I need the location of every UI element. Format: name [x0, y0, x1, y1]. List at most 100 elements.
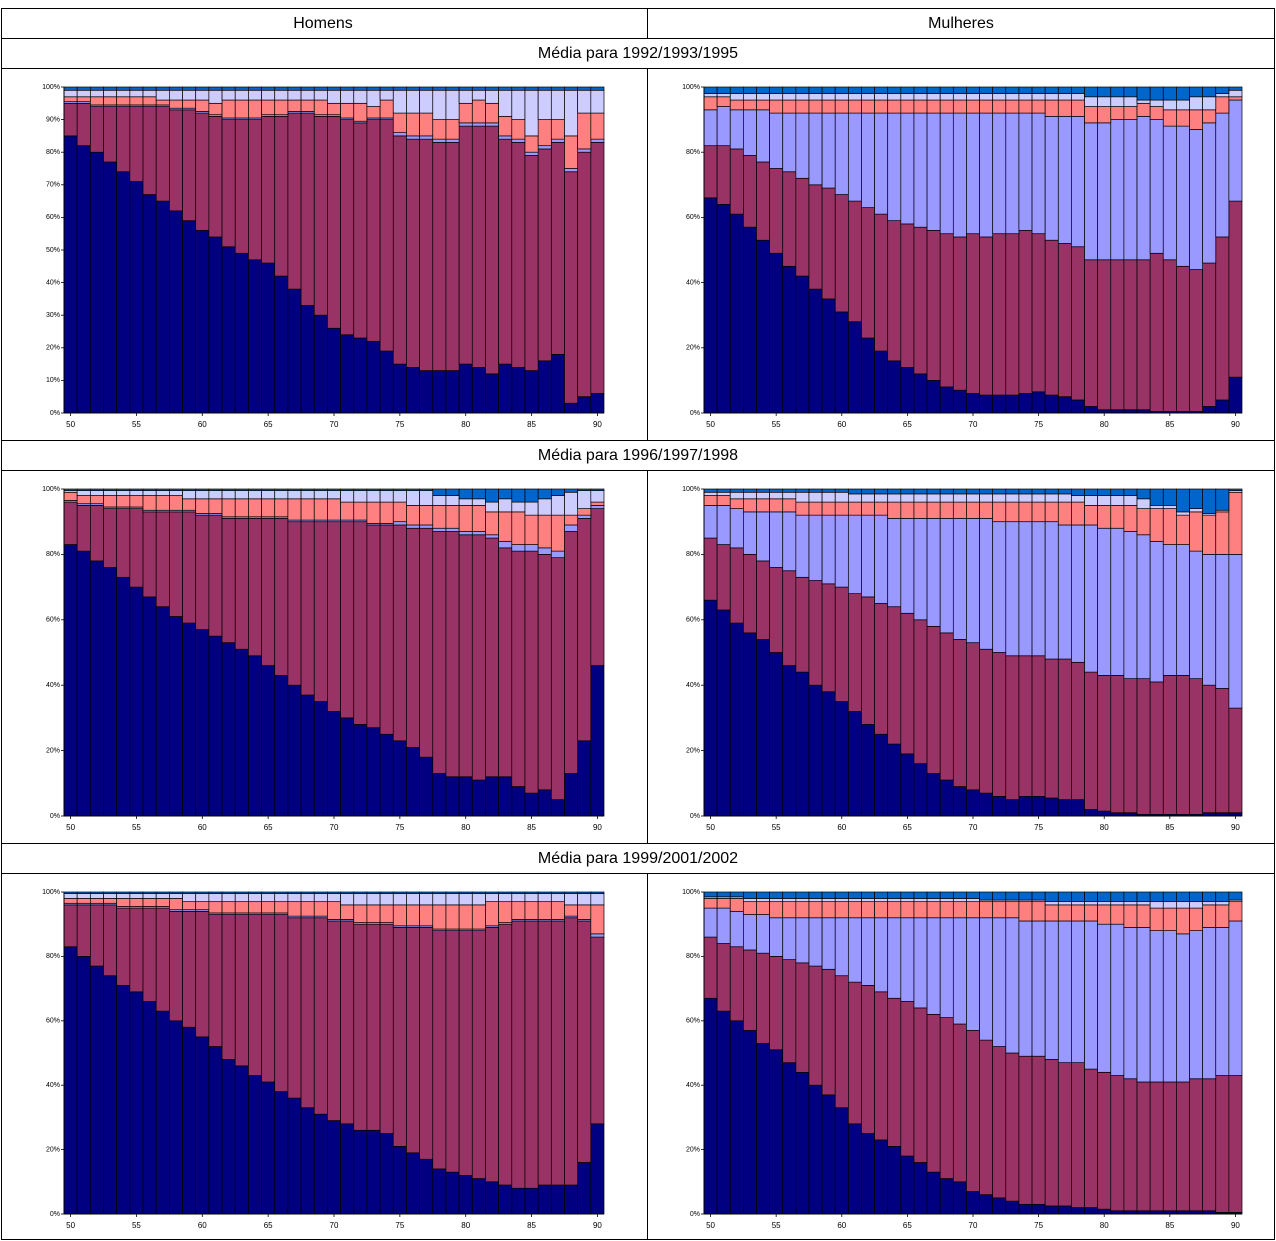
- bar-segment: [327, 1120, 341, 1215]
- bar-segment: [887, 901, 902, 919]
- column-header: Mulheres: [928, 15, 994, 32]
- bar-segment: [1176, 907, 1190, 935]
- bar-segment: [1057, 901, 1072, 906]
- bar-segment: [129, 89, 144, 98]
- bar-segment: [485, 776, 499, 817]
- bar-segment: [821, 968, 836, 1096]
- bar-segment: [63, 135, 78, 414]
- bar-segment: [874, 898, 889, 903]
- bar-segment: [116, 893, 131, 899]
- bar-segment: [1031, 920, 1046, 1057]
- bar-segment: [756, 239, 770, 414]
- bar-segment: [445, 1171, 460, 1215]
- bar-segment: [716, 96, 731, 107]
- bar-segment: [1097, 1208, 1112, 1215]
- bar-segment: [1136, 115, 1151, 261]
- bar-segment: [939, 488, 954, 495]
- bar-segment: [234, 99, 249, 119]
- bar-segment: [1097, 1071, 1112, 1210]
- bar-segment: [1110, 923, 1125, 1076]
- x-tick-label: 55: [132, 823, 141, 832]
- bar-segment: [142, 1001, 157, 1215]
- bar-segment: [887, 488, 902, 495]
- bar-segment: [1176, 511, 1190, 516]
- bar-segment: [1057, 904, 1072, 922]
- bar-segment: [952, 501, 967, 519]
- bar-segment: [874, 514, 889, 604]
- bar-segment: [1044, 1205, 1059, 1215]
- bar-segment: [743, 99, 757, 111]
- bar-segment: [1018, 521, 1033, 657]
- bar-segment: [979, 917, 994, 1041]
- bar-segment: [1018, 920, 1033, 1057]
- bar-segment: [913, 93, 928, 101]
- bar-segment: [590, 89, 605, 114]
- bar-segment: [169, 488, 183, 491]
- bar-segment: [155, 898, 170, 907]
- bar-segment: [966, 917, 980, 1031]
- bar-segment: [1071, 99, 1085, 117]
- bar-segment: [248, 488, 262, 491]
- bar-segment: [1215, 399, 1230, 414]
- bar-segment: [313, 891, 328, 894]
- bar-segment: [103, 567, 118, 817]
- bar-segment: [1110, 891, 1125, 903]
- bar-segment: [926, 1014, 941, 1173]
- bar-segment: [926, 625, 941, 774]
- bar-segment: [327, 893, 341, 903]
- bar-segment: [834, 311, 849, 414]
- bar-segment: [1084, 671, 1099, 810]
- y-tick-label: 60%: [686, 1018, 700, 1025]
- bar-segment: [1044, 501, 1059, 523]
- bar-segment: [287, 893, 302, 903]
- bar-segment: [406, 746, 420, 817]
- bar-segment: [406, 891, 420, 894]
- bar-segment: [182, 910, 197, 1028]
- bar-segment: [1018, 655, 1033, 797]
- bar-segment: [1084, 901, 1099, 906]
- bar-segment: [379, 89, 394, 101]
- bar-segment: [511, 138, 526, 143]
- bar-segment: [327, 488, 341, 491]
- bar-segment: [287, 89, 302, 101]
- bar-segment: [887, 891, 902, 899]
- bar-segment: [874, 501, 889, 516]
- bar-segment: [1189, 907, 1203, 931]
- bar-segment: [353, 337, 368, 414]
- bar-segment: [76, 102, 91, 147]
- bar-segment: [1057, 799, 1072, 817]
- bar-segment: [743, 109, 757, 156]
- bar-segment: [939, 501, 954, 519]
- bar-segment: [169, 511, 183, 617]
- bar-segment: [129, 991, 144, 1215]
- bar-segment: [458, 89, 473, 104]
- bar-segment: [300, 893, 315, 903]
- bar-segment: [248, 893, 262, 903]
- bar-segment: [169, 495, 183, 511]
- bar-segment: [821, 583, 836, 693]
- bar-segment: [379, 501, 394, 524]
- bar-segment: [300, 1107, 315, 1215]
- bar-segment: [221, 914, 236, 1060]
- bar-segment: [1189, 901, 1203, 909]
- bar-segment: [821, 112, 836, 189]
- bar-segment: [261, 262, 276, 414]
- bar-segment: [287, 901, 302, 917]
- bar-segment: [103, 904, 118, 977]
- bar-segment: [716, 488, 731, 493]
- bar-segment: [1044, 891, 1059, 903]
- bar-segment: [379, 99, 394, 119]
- bar-segment: [142, 86, 157, 91]
- bar-segment: [1044, 901, 1059, 906]
- x-tick-label: 60: [198, 823, 207, 832]
- bar-segment: [1162, 99, 1177, 111]
- x-tick-label: 60: [198, 1221, 207, 1230]
- bar-segment: [498, 135, 513, 140]
- bar-segment: [716, 491, 731, 496]
- bar-segment: [155, 891, 170, 894]
- bar-segment: [743, 491, 757, 500]
- bar-segment: [182, 1026, 197, 1215]
- bar-segment: [834, 501, 849, 516]
- bar-segment: [392, 363, 407, 414]
- bar-segment: [353, 891, 368, 894]
